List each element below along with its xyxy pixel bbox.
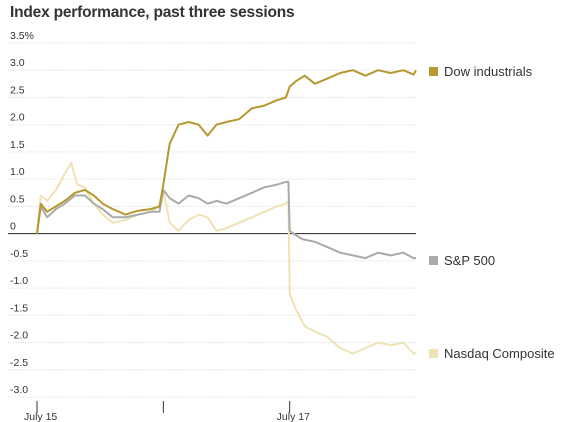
x-tick-label: July 17 bbox=[277, 411, 310, 422]
y-tick-label: 1.5 bbox=[10, 139, 25, 151]
chart-title: Index performance, past three sessions bbox=[10, 4, 295, 21]
y-tick-label: 3.0 bbox=[10, 57, 25, 69]
legend-swatch-dow-industrials bbox=[429, 67, 438, 76]
y-tick-label: 3.5% bbox=[10, 30, 34, 42]
y-tick-label: -3.0 bbox=[10, 384, 28, 396]
legend-label-s-p-500: S&P 500 bbox=[444, 253, 495, 268]
series-line-dow-industrials bbox=[36, 69, 417, 234]
y-tick-label: -2.5 bbox=[10, 357, 28, 369]
series-line-nasdaq-composite bbox=[36, 161, 416, 355]
y-tick-label: 0.5 bbox=[10, 193, 25, 205]
y-tick-label: 0 bbox=[10, 221, 16, 233]
y-tick-label: 2.0 bbox=[10, 112, 25, 124]
y-tick-label: -1.0 bbox=[10, 275, 28, 287]
x-tick-label: July 15 bbox=[24, 411, 57, 422]
legend-label-dow-industrials: Dow industrials bbox=[444, 64, 533, 79]
y-tick-label: -1.5 bbox=[10, 302, 28, 314]
y-tick-label: -0.5 bbox=[10, 248, 28, 260]
series-line-s-p-500 bbox=[36, 180, 416, 260]
y-tick-label: 2.5 bbox=[10, 84, 25, 96]
legend-swatch-s-p-500 bbox=[429, 256, 438, 265]
legend-label-nasdaq-composite: Nasdaq Composite bbox=[444, 346, 555, 361]
y-tick-label: 1.0 bbox=[10, 166, 25, 178]
legend-swatch-nasdaq-composite bbox=[429, 349, 438, 358]
y-tick-label: -2.0 bbox=[10, 330, 28, 342]
